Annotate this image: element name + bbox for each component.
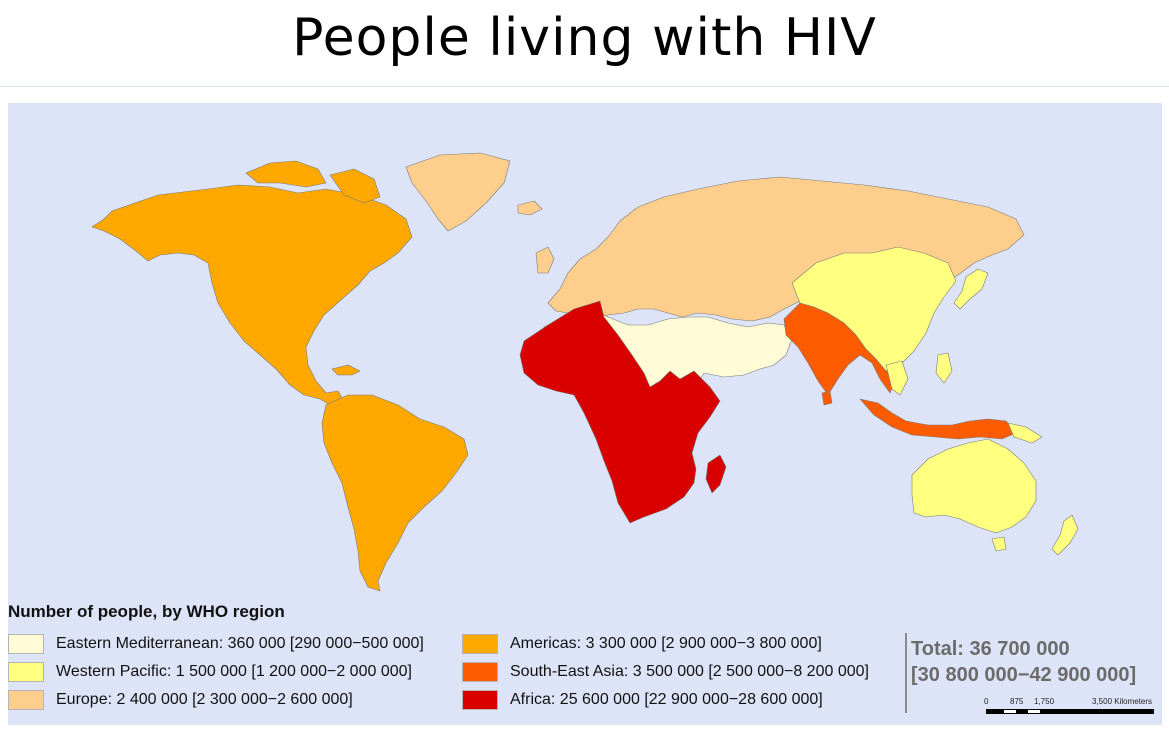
legend-item-western-pacific: Western Pacific: 1 500 000 [1 200 000−2 … [8,661,412,683]
total-range: [30 800 000−42 900 000] [911,664,1137,686]
legend-title: Number of people, by WHO region [8,602,285,621]
title-divider [0,86,1169,87]
region-western-pacific-tasmania [991,536,1007,552]
scale-label-0: 0 [984,697,989,706]
scale-bar [986,709,1154,714]
legend-swatch [462,690,498,710]
legend-swatch [462,634,498,654]
region-western-pacific-china [791,246,957,372]
legend-label: South-East Asia: 3 500 000 [2 500 000−8 … [510,663,869,680]
region-africa-madagascar [705,454,727,494]
world-map [8,103,1162,725]
legend-item-americas: Americas: 3 300 000 [2 900 000−3 800 000… [462,633,822,655]
region-europe-uk [535,246,555,274]
legend-label: Eastern Mediterranean: 360 000 [290 000−… [56,635,424,652]
legend-label: Western Pacific: 1 500 000 [1 200 000−2 … [56,663,412,680]
region-europe-greenland [405,152,511,232]
scale-label-875: 875 [1010,697,1024,706]
region-americas-caribbean [331,364,361,376]
region-south-east-asia-indonesia [859,398,1017,440]
legend-item-south-east-asia: South-East Asia: 3 500 000 [2 500 000−8 … [462,661,869,683]
legend-item-europe: Europe: 2 400 000 [2 300 000−2 600 000] [8,689,353,711]
legend-swatch [8,690,44,710]
total-divider [905,633,907,713]
region-western-pacific-australia [911,438,1037,534]
region-europe-eurasia [547,176,1025,322]
total-value: Total: 36 700 000 [911,638,1070,660]
region-americas-arctic [245,160,327,188]
region-western-pacific-philippines [935,352,953,384]
region-americas-baffin [329,168,381,204]
legend-swatch [8,634,44,654]
region-south-east-asia-srilanka [821,390,833,406]
region-americas-north [91,184,413,406]
legend-item-africa: Africa: 25 600 000 [22 900 000−28 600 00… [462,689,823,711]
scale-label-3500: 3,500 Kilometers [1092,697,1153,706]
scale-label-1750: 1,750 [1034,697,1055,706]
legend-item-eastern-mediterranean: Eastern Mediterranean: 360 000 [290 000−… [8,633,424,655]
legend-label: Europe: 2 400 000 [2 300 000−2 600 000] [56,691,353,708]
region-africa [519,300,721,524]
region-europe-iceland [517,200,543,216]
region-western-pacific-japan [953,268,989,310]
map-title: People living with HIV [292,8,877,68]
legend-swatch [8,662,44,682]
region-americas-south [321,394,469,592]
region-western-pacific-newzealand [1051,514,1079,556]
region-western-pacific-indochina [885,360,909,396]
region-western-pacific-newguinea [1007,422,1043,444]
legend-label: Americas: 3 300 000 [2 900 000−3 800 000… [510,635,822,652]
world-map-svg [91,152,1079,592]
legend-label: Africa: 25 600 000 [22 900 000−28 600 00… [510,691,823,708]
legend-swatch [462,662,498,682]
